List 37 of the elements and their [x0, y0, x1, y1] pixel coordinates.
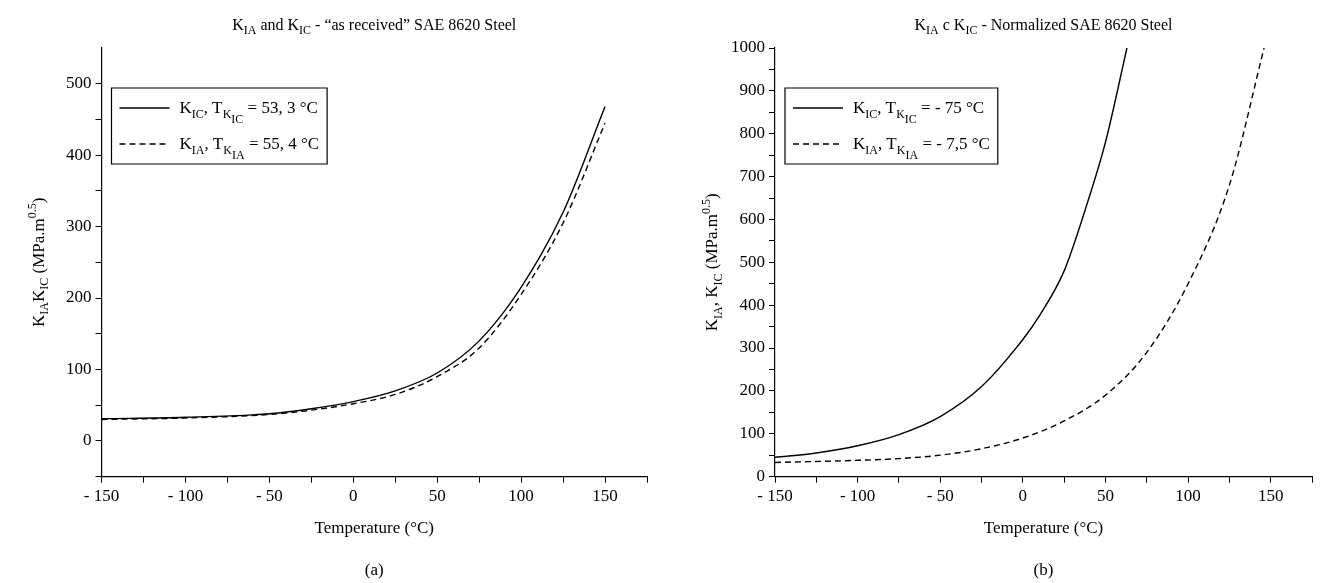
- y-tick-label: 500: [66, 73, 92, 93]
- x-tick-label: 50: [428, 486, 446, 506]
- x-tick-label: - 150: [757, 486, 793, 506]
- y-tick-label: 500: [739, 251, 765, 271]
- x-tick-label: 150: [1257, 486, 1284, 506]
- x-tick-label: 100: [1175, 486, 1201, 506]
- y-tick-label: 200: [66, 287, 92, 307]
- x-tick-label: 0: [349, 486, 358, 506]
- y-tick-label: 200: [739, 380, 765, 400]
- text: (b): [1033, 560, 1054, 579]
- y-tick-label: 400: [66, 144, 92, 164]
- y-tick-label: 300: [66, 216, 92, 236]
- y-axis-title: KIA, KIC (MPa.m0.5): [698, 193, 725, 332]
- x-tick-label: - 100: [167, 486, 204, 506]
- y-tick-label: 900: [739, 80, 765, 100]
- y-tick-label: 0: [83, 430, 92, 450]
- y-tick-label: 100: [739, 423, 765, 443]
- y-tick-label: 400: [739, 294, 765, 314]
- text: (a): [364, 560, 384, 579]
- x-tick-label: 150: [592, 486, 618, 506]
- x-tick-label: - 100: [839, 486, 876, 506]
- y-axis-title: KIAKIC (MPa.m0.5): [25, 197, 52, 327]
- y-tick-label: 100: [66, 358, 92, 378]
- x-tick-label: 100: [508, 486, 534, 506]
- y-tick-label: 600: [739, 208, 765, 228]
- y-tick-label: 300: [739, 337, 765, 357]
- y-tick-label: 0: [756, 466, 765, 486]
- x-tick-label: 0: [1018, 486, 1028, 506]
- x-tick-label: - 50: [255, 486, 283, 506]
- y-tick-label: 800: [739, 123, 765, 143]
- x-axis-title: Temperature (°C): [314, 517, 434, 537]
- x-axis-title: Temperature (°C): [983, 517, 1104, 537]
- y-tick-label: 1000: [731, 37, 765, 57]
- x-tick-label: - 50: [926, 486, 954, 506]
- x-tick-label: - 150: [83, 486, 120, 506]
- x-tick-label: 50: [1096, 486, 1114, 506]
- y-tick-label: 700: [739, 166, 765, 186]
